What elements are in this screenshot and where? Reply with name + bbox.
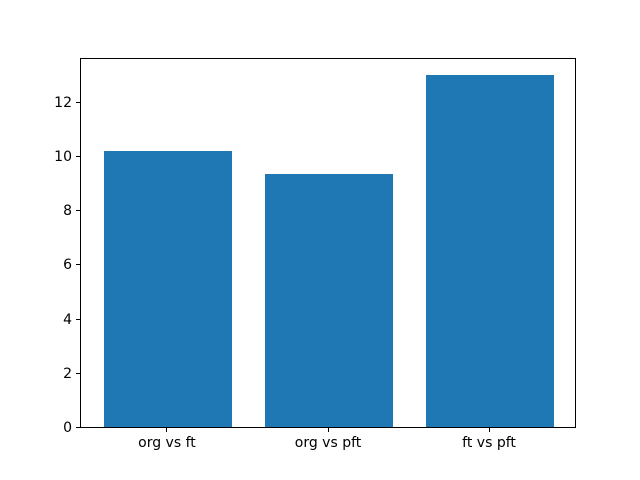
y-tick-label: 8	[63, 203, 72, 220]
y-tick-mark	[76, 264, 80, 266]
y-tick-mark	[76, 210, 80, 212]
x-tick-label: org vs pft	[294, 435, 362, 451]
bar-ft-vs-pft	[425, 74, 555, 427]
y-tick-mark	[76, 101, 80, 103]
bar-org-vs-ft	[103, 150, 233, 427]
x-tick-mark	[327, 428, 329, 432]
x-tick-mark	[166, 428, 168, 432]
x-tick-label: org vs ft	[138, 435, 196, 451]
y-tick-mark	[76, 318, 80, 320]
y-tick-label: 0	[63, 420, 72, 436]
x-tick-mark	[488, 428, 490, 432]
axes	[80, 58, 576, 428]
x-tick-label: ft vs pft	[462, 435, 516, 451]
y-tick-label: 12	[54, 94, 72, 111]
y-tick-label: 10	[54, 148, 72, 165]
y-tick-mark	[76, 155, 80, 157]
y-tick-label: 6	[63, 257, 72, 274]
y-tick-label: 4	[63, 311, 72, 328]
y-tick-mark	[76, 372, 80, 374]
y-tick-label: 2	[63, 365, 72, 382]
y-tick-mark	[76, 427, 80, 428]
bar-org-vs-pft	[264, 173, 394, 427]
